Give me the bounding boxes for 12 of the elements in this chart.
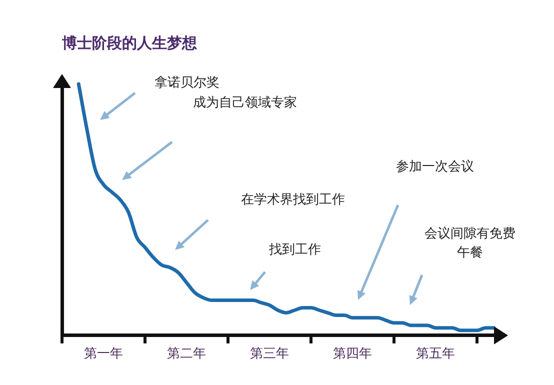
x-tick-label: 第五年 bbox=[416, 346, 456, 362]
x-tick-label: 第三年 bbox=[250, 346, 290, 362]
annotation: 会议间隙有免费午餐 bbox=[424, 226, 516, 260]
annotation: 参加一次会议 bbox=[396, 159, 474, 174]
x-tick-label: 第二年 bbox=[167, 346, 206, 362]
annotation: 在学术界找到工作 bbox=[241, 192, 345, 208]
x-tick-label: 第一年 bbox=[84, 346, 124, 362]
x-tick-label: 第四年 bbox=[333, 346, 372, 362]
chart-title: 博士阶段的人生梦想 bbox=[62, 34, 197, 53]
annotation: 拿诺贝尔奖 bbox=[154, 75, 220, 90]
annotation: 找到工作 bbox=[268, 242, 321, 258]
annotation: 成为自己领域专家 bbox=[193, 94, 297, 110]
